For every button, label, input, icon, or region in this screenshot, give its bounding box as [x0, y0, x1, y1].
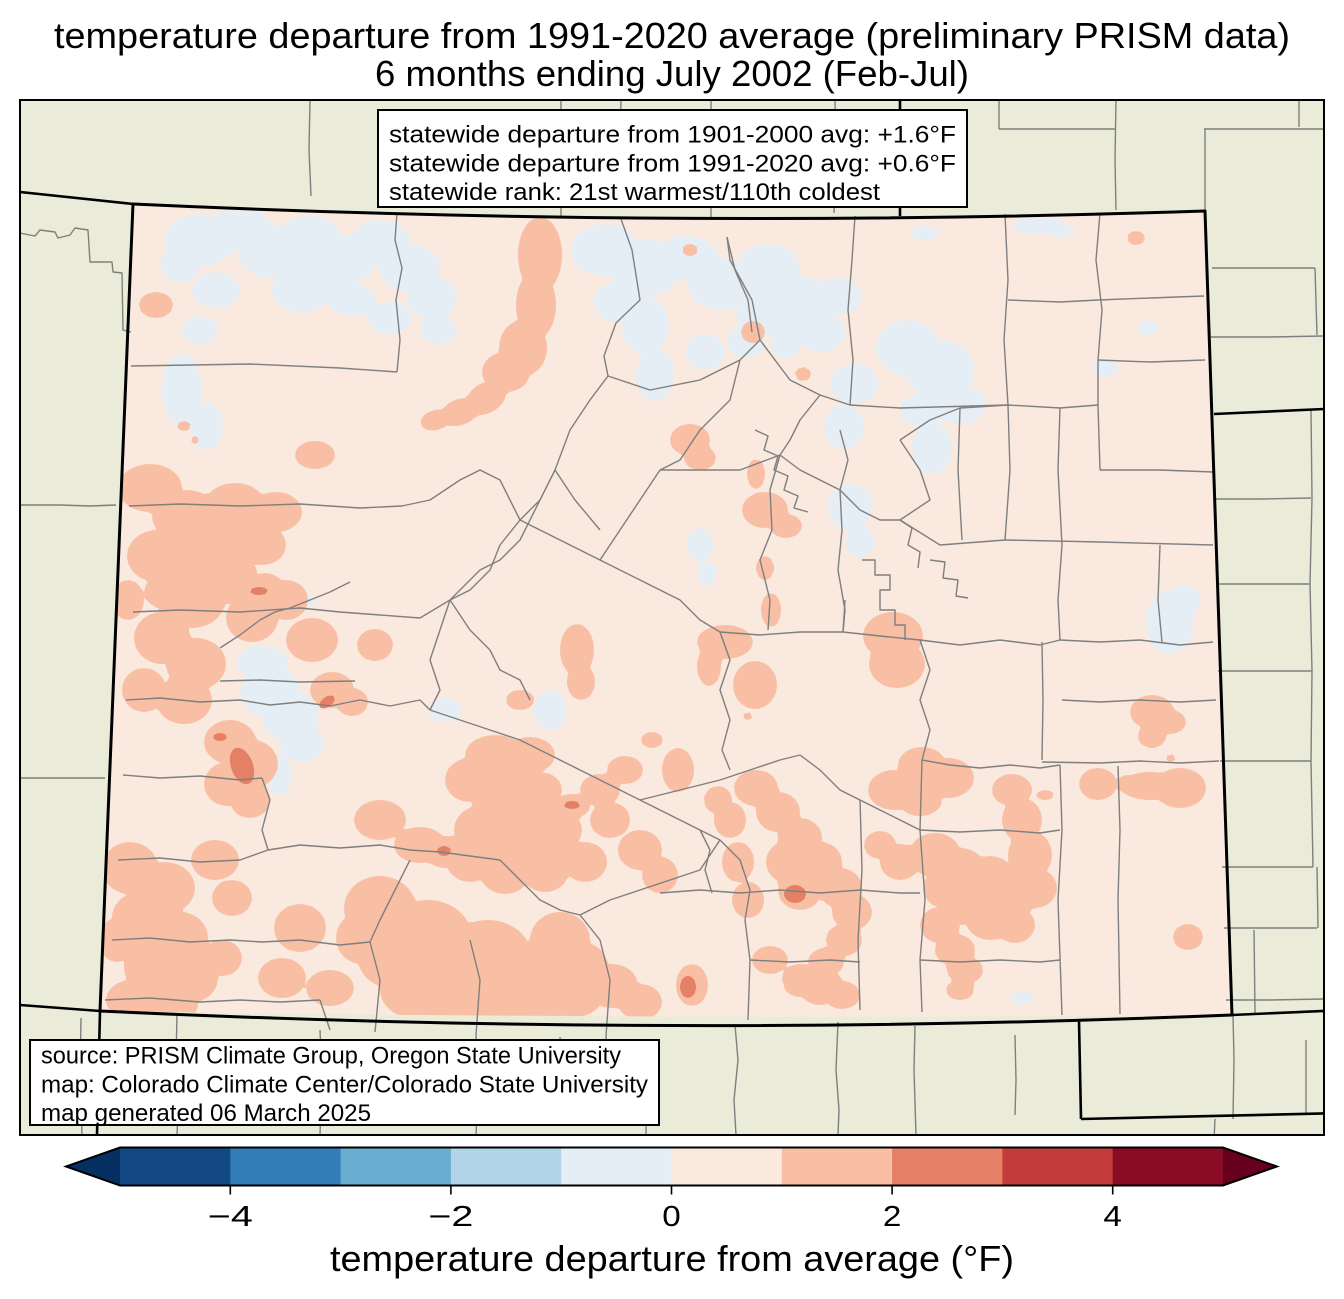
- svg-text:statewide rank: 21st warmest/1: statewide rank: 21st warmest/110th colde…: [389, 179, 880, 206]
- svg-text:4: 4: [1103, 1201, 1122, 1233]
- svg-text:2: 2: [883, 1201, 902, 1233]
- svg-text:−4: −4: [208, 1201, 253, 1233]
- svg-text:−2: −2: [428, 1201, 473, 1233]
- svg-text:map generated 06 March 2025: map generated 06 March 2025: [41, 1100, 371, 1127]
- svg-text:temperature departure from 199: temperature departure from 1991-2020 ave…: [54, 15, 1290, 56]
- svg-text:statewide departure from 1991-: statewide departure from 1991-2020 avg: …: [389, 150, 956, 177]
- svg-text:source: PRISM Climate Group, O: source: PRISM Climate Group, Oregon Stat…: [41, 1043, 621, 1070]
- svg-text:statewide departure from 1901-: statewide departure from 1901-2000 avg: …: [389, 122, 956, 149]
- svg-text:map: Colorado Climate Center/C: map: Colorado Climate Center/Colorado St…: [41, 1071, 648, 1098]
- svg-text:6 months ending July 2002 (Feb: 6 months ending July 2002 (Feb-Jul): [375, 53, 969, 94]
- svg-text:0: 0: [662, 1201, 681, 1233]
- svg-text:temperature departure from ave: temperature departure from average (°F): [330, 1238, 1014, 1279]
